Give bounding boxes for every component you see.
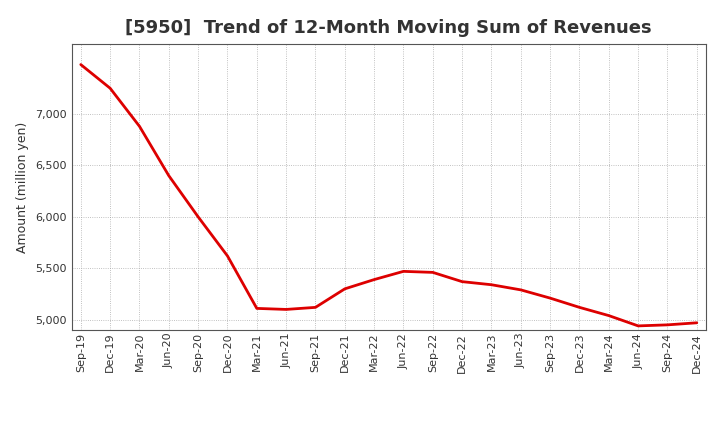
Y-axis label: Amount (million yen): Amount (million yen): [17, 121, 30, 253]
Title: [5950]  Trend of 12-Month Moving Sum of Revenues: [5950] Trend of 12-Month Moving Sum of R…: [125, 19, 652, 37]
